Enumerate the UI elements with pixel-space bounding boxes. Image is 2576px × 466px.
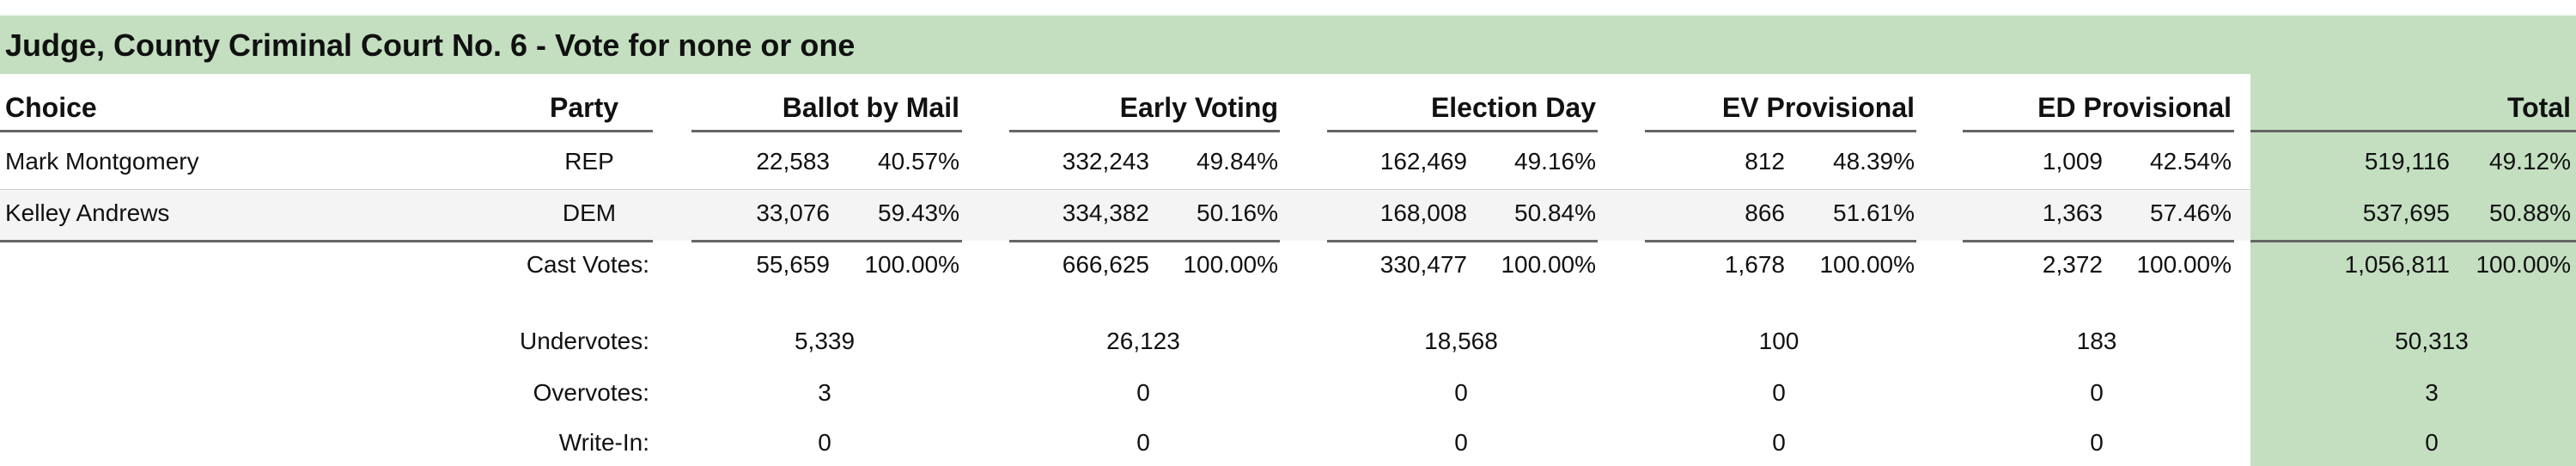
undervotes-label: Undervotes: [520,328,649,354]
cast-votes-pct: 100.00% [2136,251,2232,278]
header-election-day: Election Day [1430,92,1596,123]
cast-votes-pct: 100.00% [864,251,959,278]
cast-votes-rule [2250,240,2576,242]
write-in-value: 0 [1772,429,1786,456]
write-in-value: 0 [1454,429,1468,456]
header-underline-election-day [1327,130,1598,132]
cast-votes-total-pct: 100.00% [2476,251,2571,278]
header-underline-choice [0,130,524,132]
undervotes-value: 18,568 [1424,328,1498,354]
header-underline-ed-provisional [1963,130,2234,132]
write-in-label: Write-In: [558,429,649,456]
ed-provisional-votes: 1,009 [2042,148,2103,175]
ballot-by-mail-pct: 40.57% [878,148,959,175]
overvotes-label: Overvotes: [533,379,649,406]
total-pct: 50.88% [2489,199,2571,226]
header-underline-ballot-by-mail [691,130,962,132]
overvotes-value: 0 [2090,379,2104,406]
overvotes-value: 0 [1772,379,1786,406]
early-voting-votes: 332,243 [1062,148,1149,175]
election-day-pct: 49.16% [1514,148,1596,175]
ed-provisional-pct: 57.46% [2150,199,2232,226]
overvotes-total: 3 [2425,379,2439,406]
undervotes-value: 26,123 [1106,328,1180,354]
write-in-value: 0 [2090,429,2104,456]
election-day-votes: 162,469 [1379,148,1467,175]
undervotes-total: 50,313 [2395,328,2469,354]
election-day-pct: 50.84% [1514,199,1596,226]
header-early-voting: Early Voting [1119,92,1278,123]
cast-votes-rule [1009,240,1280,242]
cast-votes-value: 2,372 [2042,251,2103,278]
header-underline-ev-provisional [1645,130,1916,132]
header-underline-party [524,130,653,132]
cast-votes-rule [1963,240,2234,242]
early-voting-votes: 334,382 [1062,199,1149,226]
ev-provisional-pct: 48.39% [1833,148,1915,175]
cast-votes-pct: 100.00% [1501,251,1596,278]
cast-votes-total: 1,056,811 [2344,251,2451,278]
early-voting-pct: 50.16% [1197,199,1278,226]
header-party: Party [550,92,619,123]
write-in-value: 0 [1136,429,1150,456]
ballot-by-mail-votes: 22,583 [756,148,830,175]
header-choice: Choice [5,92,97,123]
election-day-votes: 168,008 [1379,199,1467,226]
cast-votes-rule [1645,240,1916,242]
undervotes-value: 183 [2076,328,2117,354]
header-ballot-by-mail: Ballot by Mail [782,92,959,123]
alternate-row-shading [0,191,2250,241]
cast-votes-value: 1,678 [1724,251,1785,278]
contest-title: Judge, County Criminal Court No. 6 - Vot… [5,28,856,63]
early-voting-pct: 49.84% [1197,148,1278,175]
cast-votes-value: 330,477 [1379,251,1467,278]
ev-provisional-pct: 51.61% [1833,199,1915,226]
overvotes-value: 3 [818,379,831,406]
cast-votes-rule [0,240,653,242]
total-votes: 537,695 [2362,199,2450,226]
ev-provisional-votes: 866 [1745,199,1785,226]
candidate-party: REP [564,148,614,175]
cast-votes-value: 666,625 [1062,251,1149,278]
cast-votes-label: Cast Votes: [526,251,649,278]
cast-votes-pct: 100.00% [1819,251,1915,278]
header-total: Total [2506,92,2571,123]
undervotes-value: 5,339 [794,328,856,354]
overvotes-value: 0 [1136,379,1150,406]
write-in-value: 0 [818,429,831,456]
candidate-name: Mark Montgomery [5,148,199,175]
contest-title-bar: Judge, County Criminal Court No. 6 - Vot… [0,15,2576,74]
ed-provisional-votes: 1,363 [2042,199,2103,226]
ev-provisional-votes: 812 [1745,148,1785,175]
header-ed-provisional: ED Provisional [2037,92,2232,123]
header-ev-provisional: EV Provisional [1721,92,1915,123]
ballot-by-mail-pct: 59.43% [878,199,959,226]
cast-votes-pct: 100.00% [1183,251,1278,278]
total-column-background [2250,74,2576,466]
row-separator [0,189,2250,190]
ed-provisional-pct: 42.54% [2150,148,2232,175]
candidate-party: DEM [562,199,617,226]
total-pct: 49.12% [2489,148,2571,175]
overvotes-value: 0 [1454,379,1468,406]
cast-votes-rule [1327,240,1598,242]
candidate-name: Kelley Andrews [5,199,170,226]
cast-votes-value: 55,659 [756,251,830,278]
ballot-by-mail-votes: 33,076 [756,199,830,226]
header-underline-early-voting [1009,130,1280,132]
header-underline-total [2250,130,2576,132]
total-votes: 519,116 [2364,148,2450,175]
write-in-total: 0 [2425,429,2439,456]
undervotes-value: 100 [1758,328,1800,354]
cast-votes-rule [691,240,962,242]
